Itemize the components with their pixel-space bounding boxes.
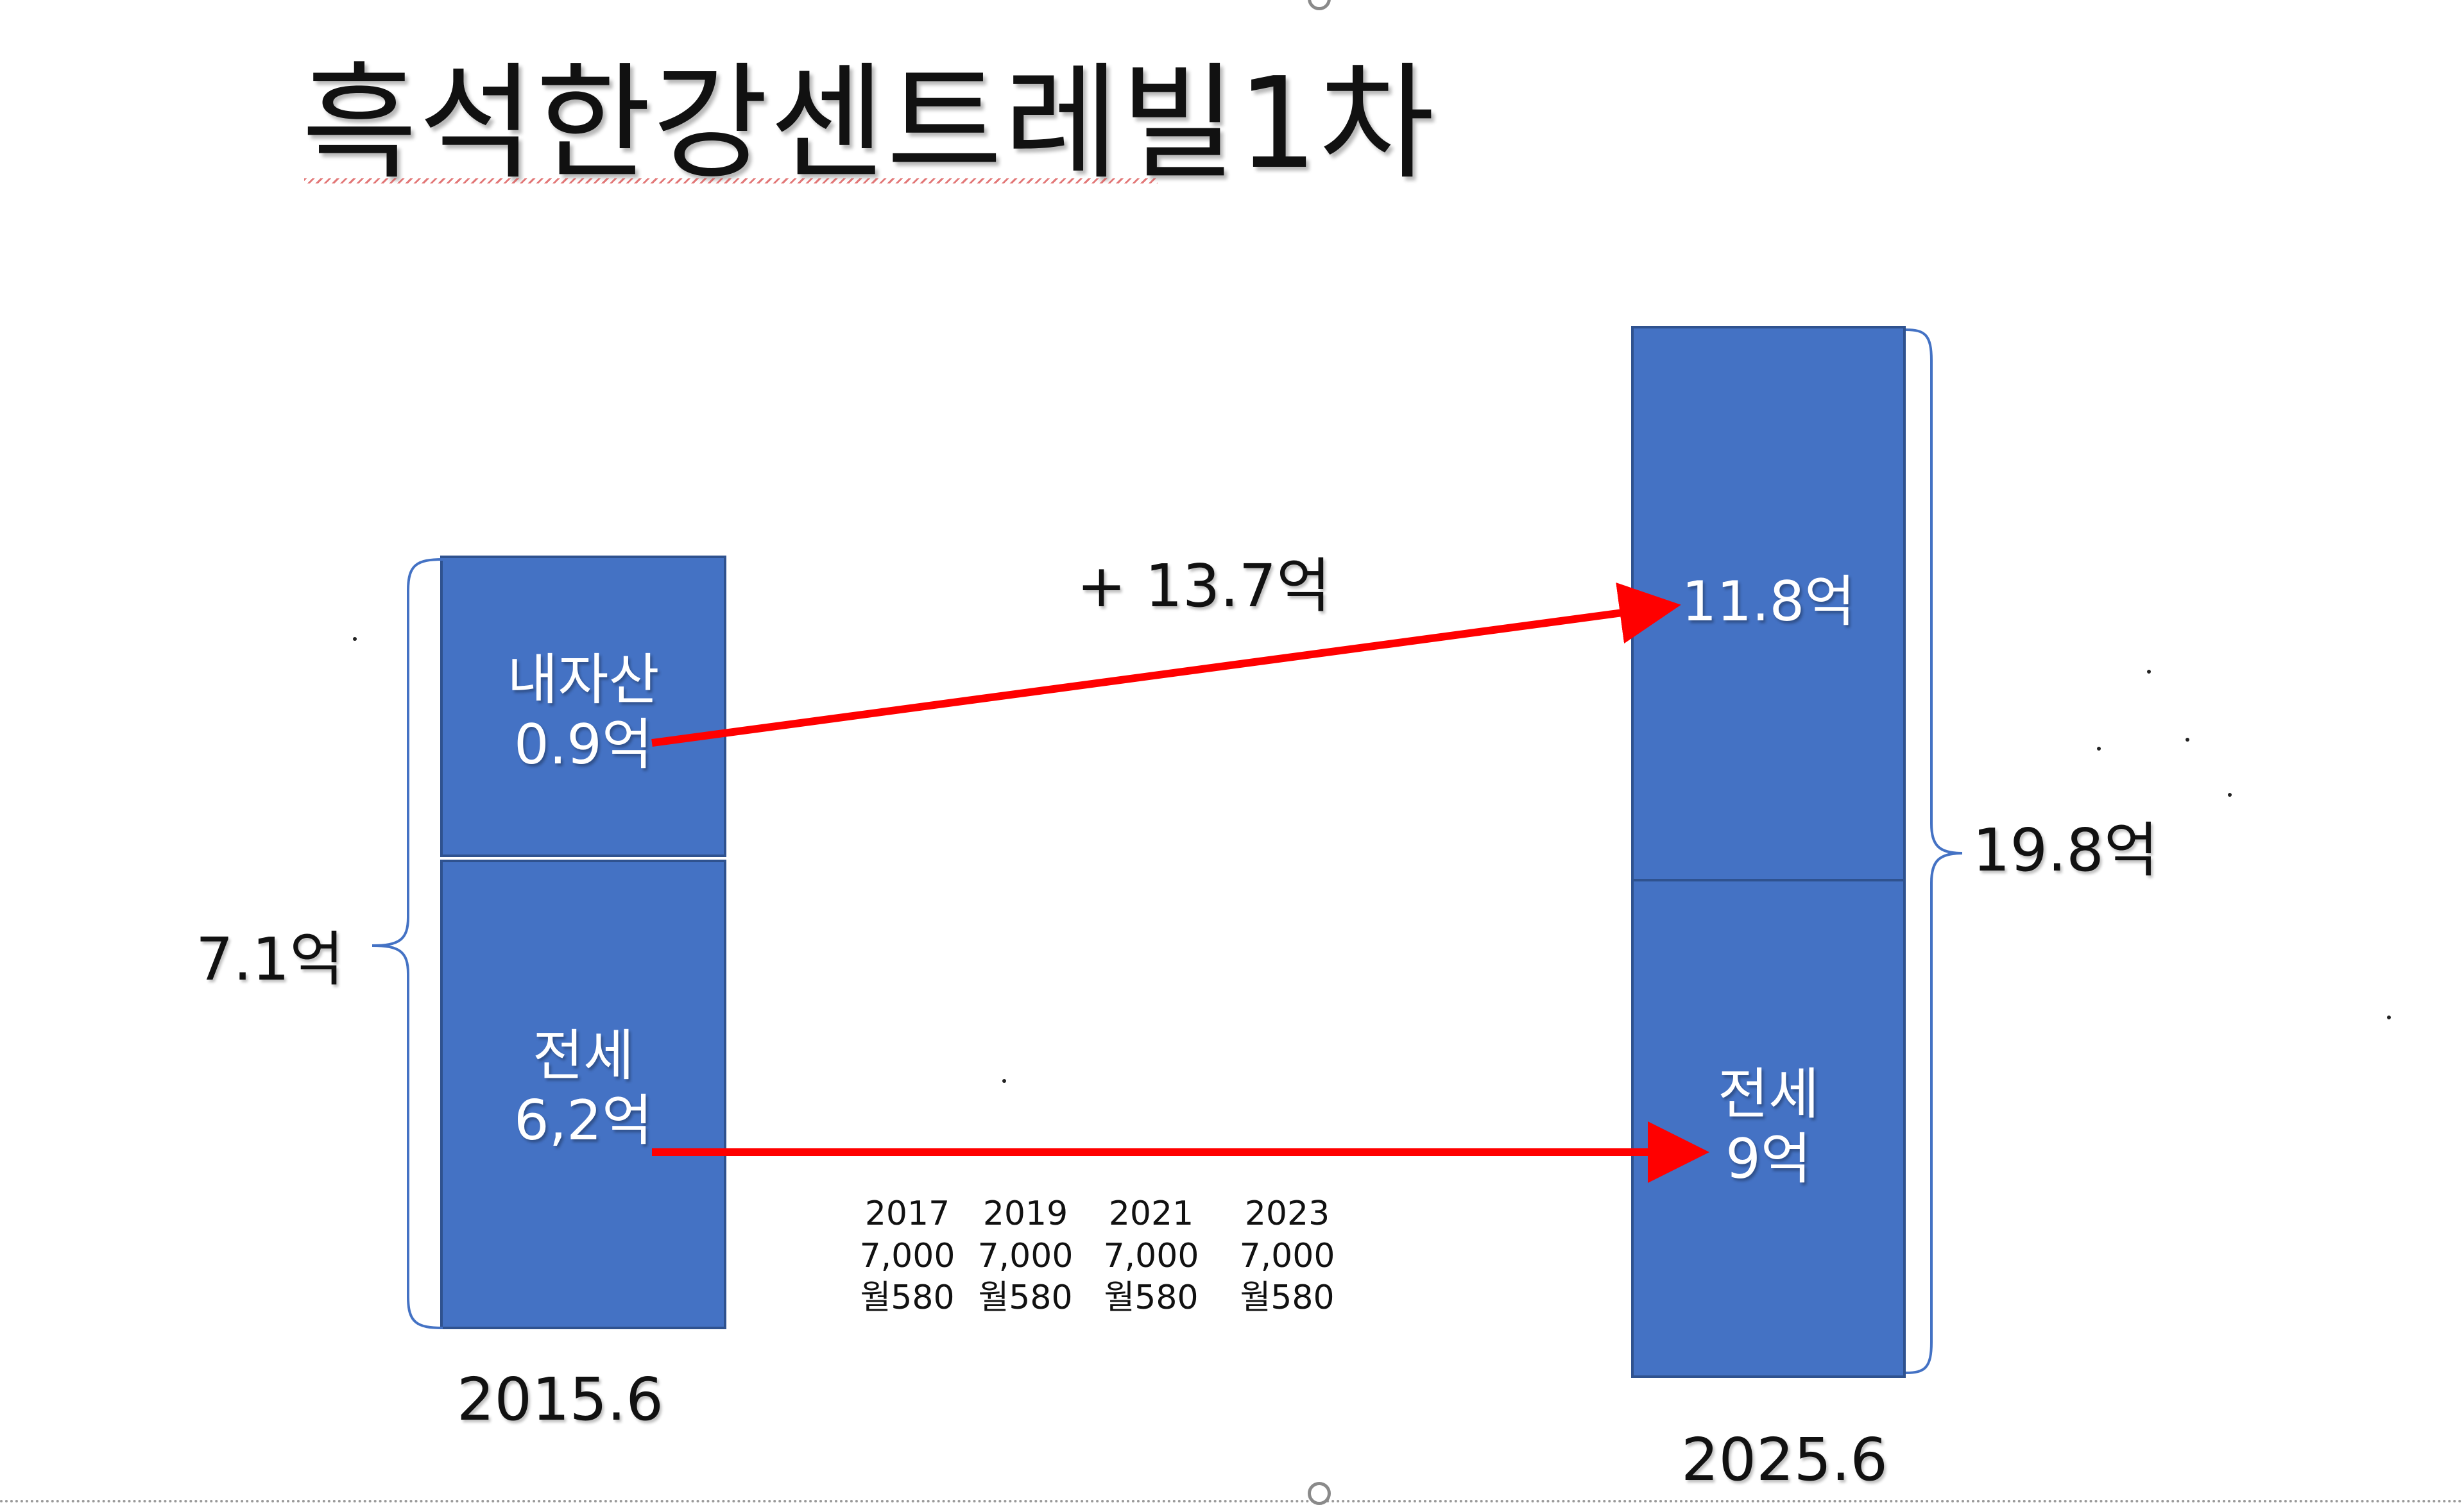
resize-handle-bottom[interactable] bbox=[1308, 1482, 1331, 1505]
right-jeonse-value: 9억 bbox=[1725, 1127, 1811, 1192]
stray-dot bbox=[2147, 670, 2151, 674]
history-deposit: 7,000 bbox=[1239, 1236, 1335, 1275]
history-column[interactable]: 2023 7,000 월580 bbox=[1223, 1193, 1351, 1320]
history-rent: 월580 bbox=[1240, 1279, 1335, 1318]
history-deposit: 7,000 bbox=[859, 1236, 955, 1275]
history-column[interactable]: 2021 7,000 월580 bbox=[1087, 1193, 1215, 1320]
left-jeonse-box[interactable]: 전세 6,2억 bbox=[440, 860, 726, 1329]
selection-border bbox=[0, 1500, 2464, 1502]
left-total-brace bbox=[372, 558, 443, 1329]
history-year: 2021 bbox=[1108, 1195, 1194, 1233]
gain-label[interactable]: + 13.7억 bbox=[1077, 552, 1331, 620]
stray-dot bbox=[2228, 793, 2232, 797]
left-equity-value: 0.9억 bbox=[514, 713, 653, 778]
right-total-label[interactable]: 19.8억 bbox=[1972, 816, 2159, 885]
history-year: 2017 bbox=[864, 1195, 950, 1233]
history-year: 2023 bbox=[1244, 1195, 1330, 1233]
history-column[interactable]: 2017 7,000 월580 bbox=[843, 1193, 971, 1320]
slide-title[interactable]: 흑석한강센트레빌1차 bbox=[302, 51, 1436, 197]
right-jeonse-label: 전세 bbox=[1717, 1062, 1820, 1127]
history-rent: 월580 bbox=[978, 1279, 1073, 1318]
history-rent: 월580 bbox=[1104, 1279, 1199, 1318]
right-equity-value: 11.8억 bbox=[1681, 570, 1856, 634]
history-deposit: 7,000 bbox=[1103, 1236, 1199, 1275]
history-year: 2019 bbox=[982, 1195, 1068, 1233]
right-total-brace bbox=[1905, 328, 1963, 1374]
equity-growth-arrow bbox=[651, 582, 1681, 747]
left-total-label[interactable]: 7.1억 bbox=[196, 925, 344, 994]
stray-dot bbox=[2387, 1016, 2391, 1019]
right-date-label[interactable]: 2025.6 bbox=[1681, 1425, 1888, 1494]
stray-dot bbox=[1002, 1079, 1006, 1083]
stray-dot bbox=[2186, 738, 2189, 742]
left-jeonse-value: 6,2억 bbox=[514, 1089, 653, 1153]
stray-dot bbox=[2097, 747, 2101, 751]
right-jeonse-box[interactable]: 전세 9억 bbox=[1631, 879, 1906, 1378]
history-column[interactable]: 2019 7,000 월580 bbox=[961, 1193, 1090, 1320]
left-equity-label: 내자산 bbox=[507, 648, 660, 712]
spellcheck-underline bbox=[304, 178, 1158, 183]
left-equity-box[interactable]: 내자산 0.9억 bbox=[440, 556, 726, 857]
left-date-label[interactable]: 2015.6 bbox=[457, 1365, 663, 1434]
history-deposit: 7,000 bbox=[977, 1236, 1074, 1275]
stray-dot bbox=[353, 637, 357, 641]
history-rent: 월580 bbox=[860, 1279, 955, 1318]
left-jeonse-label: 전세 bbox=[532, 1024, 635, 1088]
